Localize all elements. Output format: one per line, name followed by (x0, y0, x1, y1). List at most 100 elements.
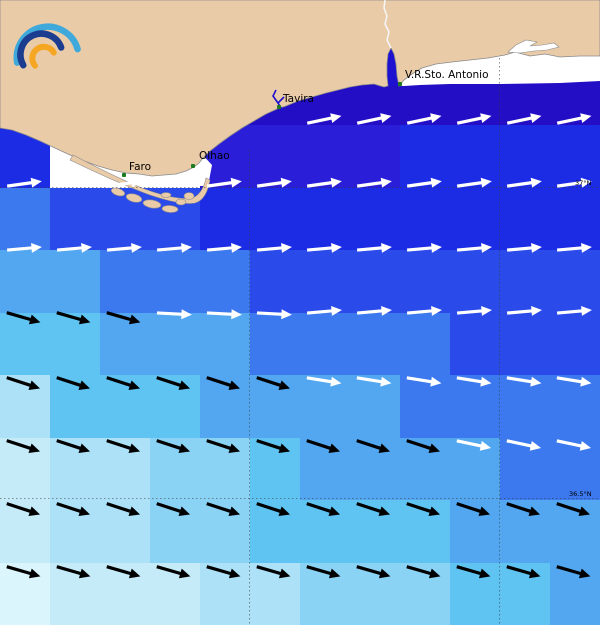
city-marker-v-r-sto-antonio[interactable] (398, 82, 402, 86)
sea-cell (50, 250, 100, 313)
direction-arrow (305, 370, 345, 390)
direction-arrow (355, 370, 395, 390)
direction-arrow (405, 108, 445, 130)
sea-cell (450, 250, 500, 313)
direction-arrow (304, 496, 344, 521)
direction-arrow (155, 239, 194, 256)
sea-cell (400, 187, 450, 250)
direction-arrow (355, 302, 394, 319)
city-marker-tavira[interactable] (277, 105, 281, 109)
city-label-olhao[interactable]: Olhao (199, 150, 230, 162)
direction-arrow (555, 108, 595, 130)
direction-arrow (404, 559, 444, 583)
direction-arrow (405, 370, 445, 390)
sea-cell (550, 312, 600, 375)
sea-cell (150, 250, 200, 313)
sea-cell (250, 375, 300, 438)
sea-cell (150, 375, 200, 438)
sea-cell (0, 187, 50, 250)
direction-arrow (354, 496, 394, 521)
direction-arrow (355, 239, 394, 256)
direction-arrow (305, 173, 345, 192)
direction-arrow (405, 173, 445, 192)
direction-arrow (4, 370, 44, 395)
sea-cell (350, 375, 400, 438)
direction-arrow (254, 559, 294, 583)
city-marker-olhao[interactable] (191, 164, 195, 168)
graticule-lines (0, 58, 600, 625)
direction-arrow (255, 239, 294, 256)
direction-arrow (104, 433, 144, 458)
direction-arrow (154, 433, 194, 458)
sea-cell (100, 375, 150, 438)
sea-cell (200, 375, 250, 438)
logo-arc-middle (17, 30, 65, 69)
direction-arrow (54, 496, 94, 521)
direction-arrow (5, 173, 45, 192)
direction-arrow (304, 559, 344, 583)
marsh-channel (507, 39, 560, 54)
city-label-v-r-sto-antonio[interactable]: V.R.Sto. Antonio (405, 69, 489, 81)
sea-cell (0, 375, 50, 438)
direction-arrow (4, 433, 44, 458)
direction-arrow (505, 239, 544, 256)
city-label-tavira[interactable]: Tavira (283, 93, 314, 105)
sea-cell (350, 187, 400, 250)
direction-arrow (154, 496, 194, 521)
sea-cell (400, 375, 450, 438)
direction-arrow (354, 433, 394, 458)
city-marker-faro[interactable] (122, 173, 126, 177)
direction-arrow (555, 433, 595, 455)
direction-arrow (504, 496, 544, 521)
sea-cell (250, 250, 300, 313)
direction-arrow (305, 302, 344, 319)
direction-arrow (154, 559, 194, 583)
direction-arrow (104, 305, 144, 329)
direction-arrow (554, 496, 594, 521)
direction-arrow (355, 108, 395, 130)
direction-arrow (454, 559, 494, 583)
sea-cell (0, 312, 50, 375)
nodata-white-strip (399, 52, 600, 86)
direction-arrow (256, 305, 295, 321)
direction-arrow (105, 173, 145, 192)
sea-cell (550, 375, 600, 438)
direction-arrow (104, 370, 144, 395)
direction-arrow (204, 496, 244, 521)
sea-cell (500, 250, 550, 313)
sea-cell (550, 437, 600, 500)
sea-cell (300, 375, 350, 438)
direction-arrow (4, 559, 44, 583)
direction-arrow (254, 433, 294, 458)
sea-cell (500, 375, 550, 438)
direction-arrow (204, 559, 244, 583)
direction-arrow (155, 173, 195, 192)
direction-arrow (405, 302, 444, 319)
guadiana-river (383, 0, 392, 49)
sea-cell (250, 187, 300, 250)
city-label-faro[interactable]: Faro (129, 161, 152, 173)
direction-arrow (504, 559, 544, 583)
direction-arrow (254, 370, 294, 395)
sea-cell (550, 250, 600, 313)
direction-arrow (555, 239, 594, 256)
direction-arrow (5, 239, 44, 256)
direction-arrow (305, 108, 345, 130)
direction-arrow (104, 496, 144, 521)
sea-cell (350, 312, 400, 375)
sea-cell (450, 187, 500, 250)
sea-cell (100, 312, 150, 375)
direction-arrow (54, 559, 94, 583)
direction-arrow (355, 173, 395, 192)
direction-arrow (555, 173, 595, 192)
sea-cell (550, 125, 600, 188)
direction-arrow (405, 239, 444, 256)
direction-arrow (455, 370, 495, 390)
logo-arc-inner (29, 43, 57, 69)
direction-arrow (156, 305, 195, 321)
direction-arrow (54, 370, 94, 395)
direction-arrow (505, 108, 545, 130)
sea-cell (200, 187, 250, 250)
